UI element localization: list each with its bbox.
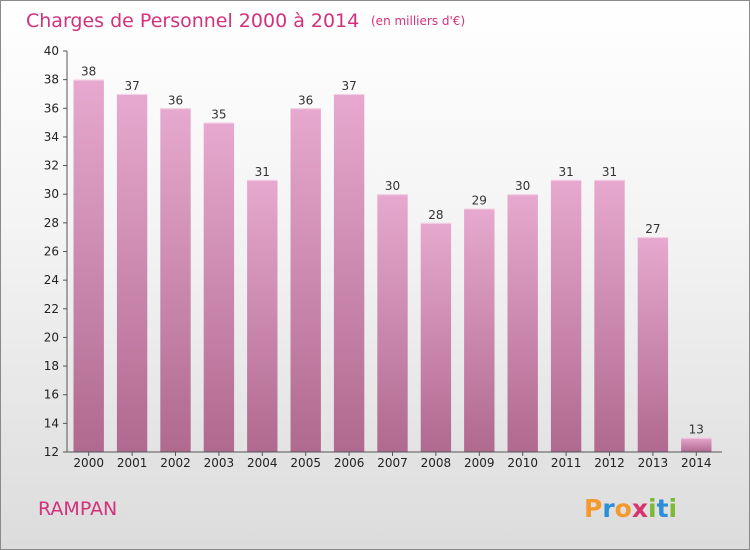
- logo-letter: t: [657, 494, 669, 523]
- y-tick-label: 30: [44, 187, 59, 201]
- logo-letter: x: [632, 494, 648, 523]
- bar-value-label: 28: [428, 208, 443, 222]
- commune-name: RAMPAN: [38, 498, 117, 520]
- y-tick-label: 28: [44, 216, 59, 230]
- bar: [116, 93, 148, 452]
- bar-value-label: 30: [385, 179, 400, 193]
- bar-value-label: 36: [298, 93, 313, 107]
- x-tick-label: 2007: [377, 456, 408, 470]
- y-tick-label: 36: [44, 101, 59, 115]
- x-tick-label: 2006: [334, 456, 365, 470]
- bar: [73, 79, 104, 453]
- chart-title: Charges de Personnel 2000 à 2014: [26, 10, 359, 32]
- bar: [681, 437, 712, 452]
- bar: [247, 179, 278, 452]
- y-tick-label: 32: [44, 159, 59, 173]
- y-tick-label: 34: [44, 130, 59, 144]
- bar: [637, 237, 669, 452]
- bar: [464, 208, 495, 452]
- y-tick-label: 20: [44, 330, 59, 344]
- x-tick-label: 2012: [594, 456, 625, 470]
- bar: [550, 179, 582, 452]
- x-tick-label: 2014: [681, 456, 712, 470]
- logo-letter: P: [584, 494, 602, 523]
- y-tick-label: 14: [44, 416, 59, 430]
- bar-value-label: 27: [645, 222, 660, 236]
- bar: [594, 179, 625, 452]
- bar-value-label: 35: [211, 108, 226, 122]
- x-tick-label: 2009: [464, 456, 495, 470]
- bar: [377, 194, 408, 452]
- x-tick-label: 2000: [73, 456, 104, 470]
- bar-value-label: 29: [472, 194, 487, 208]
- logo-letter: r: [602, 494, 615, 523]
- x-tick-label: 2013: [638, 456, 669, 470]
- logo-letter: i: [669, 494, 678, 523]
- bar: [333, 93, 365, 452]
- y-tick-label: 40: [44, 44, 59, 58]
- y-tick-label: 24: [44, 273, 59, 287]
- x-tick-label: 2010: [507, 456, 538, 470]
- y-tick-label: 12: [44, 445, 59, 459]
- proxiti-logo: Proxiti: [584, 494, 677, 523]
- y-axis: 12 14 16 18 20 22 24 26 28 30 32 34 36 38 40: [44, 44, 68, 459]
- bar-value-label: 31: [255, 165, 270, 179]
- bar-value-label: 36: [168, 93, 183, 107]
- x-tick-label: 2008: [421, 456, 452, 470]
- y-tick-label: 22: [44, 302, 59, 316]
- x-tick-label: 2002: [160, 456, 191, 470]
- bar-value-label: 30: [515, 179, 530, 193]
- bar: [420, 222, 452, 452]
- bar: [507, 194, 538, 452]
- bar: [290, 108, 321, 453]
- x-tick-label: 2005: [290, 456, 321, 470]
- bar-value-label: 31: [602, 165, 617, 179]
- bar-value-label: 37: [124, 79, 139, 93]
- x-tick-label: 2001: [117, 456, 148, 470]
- bar-value-label: 38: [81, 65, 96, 79]
- y-tick-label: 18: [44, 359, 59, 373]
- bar: [160, 108, 191, 453]
- logo-letter: o: [615, 494, 632, 523]
- y-tick-label: 38: [44, 73, 59, 87]
- logo-letter: i: [648, 494, 657, 523]
- x-tick-label: 2004: [247, 456, 278, 470]
- chart-subtitle: (en milliers d'€): [371, 14, 465, 28]
- bars: 38 37 36 35 31 36 37 30 28 29 30 31 31 27 13: [73, 65, 712, 453]
- y-tick-label: 26: [44, 245, 59, 259]
- bar: [203, 122, 235, 452]
- x-tick-label: 2011: [551, 456, 582, 470]
- bar-value-label: 37: [341, 79, 356, 93]
- bar-value-label: 13: [689, 423, 704, 437]
- y-tick-label: 16: [44, 388, 59, 402]
- x-axis: 2000 2001 2002 2003 2004 2005 2006 2007 2008 2009…: [67, 451, 722, 470]
- bar-value-label: 31: [558, 165, 573, 179]
- x-tick-label: 2003: [204, 456, 235, 470]
